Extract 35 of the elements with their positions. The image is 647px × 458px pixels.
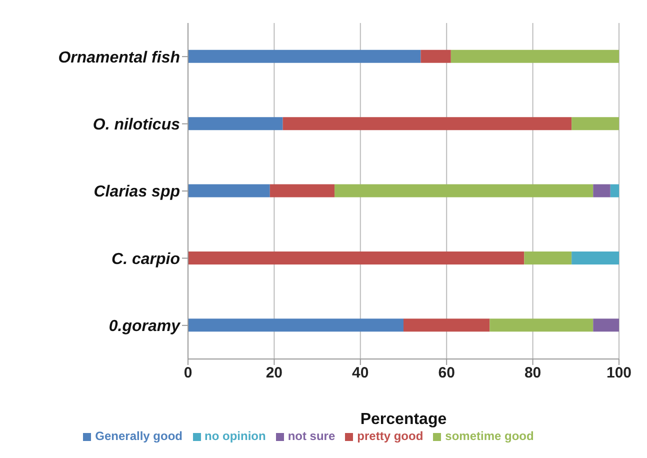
bar bbox=[593, 184, 610, 198]
bar bbox=[593, 318, 619, 332]
y-tick-label: Ornamental fish bbox=[58, 49, 180, 66]
bar bbox=[188, 184, 270, 198]
bar bbox=[420, 50, 451, 63]
y-tick-label: 0.goramy bbox=[108, 318, 182, 336]
bar bbox=[404, 318, 490, 332]
legend-label: not sure bbox=[288, 429, 336, 443]
legend-label: pretty good bbox=[357, 429, 424, 443]
bar bbox=[610, 184, 619, 198]
x-tick-label: 60 bbox=[438, 364, 455, 382]
bar bbox=[188, 251, 524, 264]
bar bbox=[334, 184, 594, 198]
x-tick-label: 80 bbox=[524, 364, 542, 382]
bar bbox=[188, 318, 404, 332]
x-tick-label: 20 bbox=[266, 364, 283, 382]
bar bbox=[572, 251, 619, 264]
legend-label: sometime good bbox=[445, 429, 534, 443]
legend-label: Generally good bbox=[95, 429, 182, 443]
bar bbox=[270, 184, 335, 198]
bar bbox=[188, 50, 421, 63]
bar bbox=[524, 251, 572, 264]
bar bbox=[450, 50, 619, 63]
y-tick-label: O. niloticus bbox=[92, 116, 180, 134]
x-axis-title: Percentage bbox=[360, 411, 447, 428]
y-tick-label: Clarias spp bbox=[94, 184, 180, 201]
bar bbox=[572, 117, 619, 130]
x-tick-label: 40 bbox=[352, 364, 369, 382]
bar bbox=[282, 117, 572, 130]
legend-label: no opinion bbox=[204, 429, 266, 443]
x-tick-label: 0 bbox=[184, 364, 192, 382]
bar bbox=[188, 117, 283, 130]
bar bbox=[490, 318, 594, 332]
x-tick-label: 100 bbox=[606, 364, 632, 382]
y-tick-label: C. carpio bbox=[112, 250, 180, 268]
